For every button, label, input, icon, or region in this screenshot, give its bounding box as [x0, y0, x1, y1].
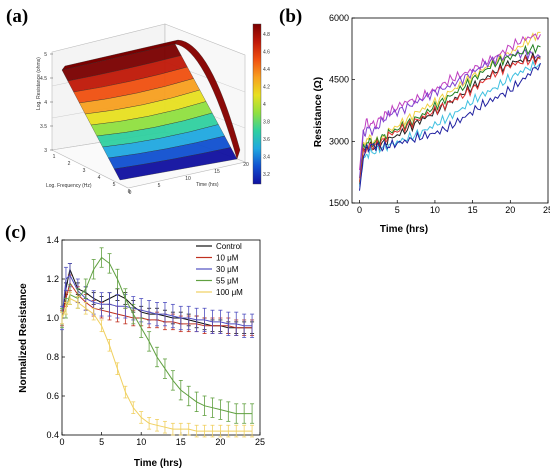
time-tick-label: 20 — [243, 162, 249, 168]
freq-tick-label: 5 — [113, 182, 116, 188]
time-tick-label: 5 — [158, 183, 161, 189]
series-line — [359, 31, 541, 183]
z-axis-label: Log. Resistance (ohms) — [36, 57, 42, 110]
c-y-axis-label: Normalized Resistance — [18, 283, 29, 393]
x-tick-label: 0 — [59, 437, 64, 447]
colorbar: 4.8 4.6 4.4 4.2 4 3.8 3.6 3.4 3.2 — [252, 23, 270, 185]
series-line — [359, 54, 541, 183]
freq-tick-label: 3 — [83, 168, 86, 174]
x-tick-label: 5 — [395, 205, 400, 215]
freq-tick-label: 6 — [128, 189, 131, 195]
y-tick-label: 4500 — [329, 75, 349, 85]
b-y-axis-label: Resistance (Ω) — [313, 77, 324, 147]
y-tick-label: 6000 — [329, 13, 349, 23]
colorbar-tick-label: 4.6 — [263, 50, 270, 56]
x-tick-label: 20 — [505, 205, 515, 215]
legend-label: 30 μM — [216, 265, 239, 274]
series-line — [61, 256, 253, 415]
surface-bands — [61, 39, 241, 181]
colorbar-tick-label: 3.2 — [263, 172, 270, 178]
x-tick-label: 15 — [176, 437, 186, 447]
y-tick-label: 1.2 — [46, 274, 59, 284]
colorbar-tick-label: 4.4 — [263, 67, 270, 73]
colorbar-tick-label: 3.4 — [263, 155, 270, 161]
z-tick-label: 4.5 — [40, 76, 47, 82]
surface-plot: Log. Resistance (ohms) Time (hrs) Log. F… — [36, 23, 270, 196]
legend-label: 55 μM — [216, 277, 239, 286]
x-tick-label: 5 — [99, 437, 104, 447]
y-tick-label: 3000 — [329, 136, 349, 146]
series-line — [359, 59, 541, 187]
x-tick-label: 15 — [468, 205, 478, 215]
freq-tick-label: 4 — [98, 175, 101, 181]
y-tick-label: 1.0 — [46, 313, 59, 323]
resistance-plot: 0 5 10 15 20 25 1500 3000 4500 6000 — [329, 13, 550, 215]
series-line — [359, 48, 541, 179]
z-tick-label: 3.5 — [40, 124, 47, 130]
series-line — [61, 297, 253, 432]
series-line — [61, 281, 253, 329]
plot-frame — [351, 17, 549, 204]
plot-frame — [61, 239, 261, 436]
series-line — [359, 63, 541, 191]
legend-label: 10 μM — [216, 254, 239, 263]
surface-ticks: 3 3.5 4 4.5 5 1 2 3 4 5 60 5 10 15 20 — [40, 52, 249, 196]
panel-label-a: (a) — [6, 6, 28, 27]
y-axis-label: Log. Frequency (Hz) — [46, 183, 92, 189]
time-tick-label: 15 — [214, 169, 220, 175]
colorbar-tick-label: 3.8 — [263, 120, 270, 126]
x-tick-label: 10 — [430, 205, 440, 215]
freq-tick-label: 2 — [68, 161, 71, 167]
series-line — [359, 43, 541, 183]
panel-label-b: (b) — [279, 6, 302, 27]
b-x-axis-label: Time (hrs) — [380, 224, 428, 235]
z-tick-label: 5 — [44, 52, 47, 58]
y-tick-label: 1.4 — [46, 235, 59, 245]
y-tick-label: 0.4 — [46, 430, 59, 440]
series-line — [359, 33, 541, 171]
x-tick-label: 0 — [357, 205, 362, 215]
c-x-axis-label: Time (hrs) — [134, 458, 182, 469]
freq-tick-label: 1 — [53, 154, 56, 160]
colorbar-tick-label: 4 — [263, 102, 266, 108]
x-tick-label: 25 — [255, 437, 265, 447]
colorbar-bar — [252, 23, 262, 185]
time-tick-label: 10 — [185, 176, 191, 182]
x-axis-label: Time (hrs) — [196, 182, 219, 188]
z-tick-label: 3 — [44, 148, 47, 154]
x-tick-label: 20 — [215, 437, 225, 447]
normalized-plot: 0 5 10 15 20 25 0.4 0.6 0.8 1.0 1.2 1.4 Control 10 μM… — [46, 235, 265, 447]
surface-right-side — [174, 39, 241, 160]
y-tick-label: 1500 — [329, 198, 349, 208]
colorbar-tick-label: 4.2 — [263, 85, 270, 91]
legend-label: Control — [216, 242, 242, 251]
time-tick-label: 0 — [129, 190, 132, 196]
series-line — [359, 51, 541, 185]
colorbar-tick-label: 3.6 — [263, 137, 270, 143]
z-tick-label: 4 — [44, 100, 47, 106]
x-tick-label: 10 — [136, 437, 146, 447]
legend-label: 100 μM — [216, 288, 243, 297]
panel-label-c: (c) — [5, 222, 26, 243]
y-tick-label: 0.8 — [46, 352, 59, 362]
series-line — [61, 274, 253, 327]
x-tick-label: 25 — [543, 205, 550, 215]
y-tick-label: 0.6 — [46, 391, 59, 401]
colorbar-tick-label: 4.8 — [263, 32, 270, 38]
